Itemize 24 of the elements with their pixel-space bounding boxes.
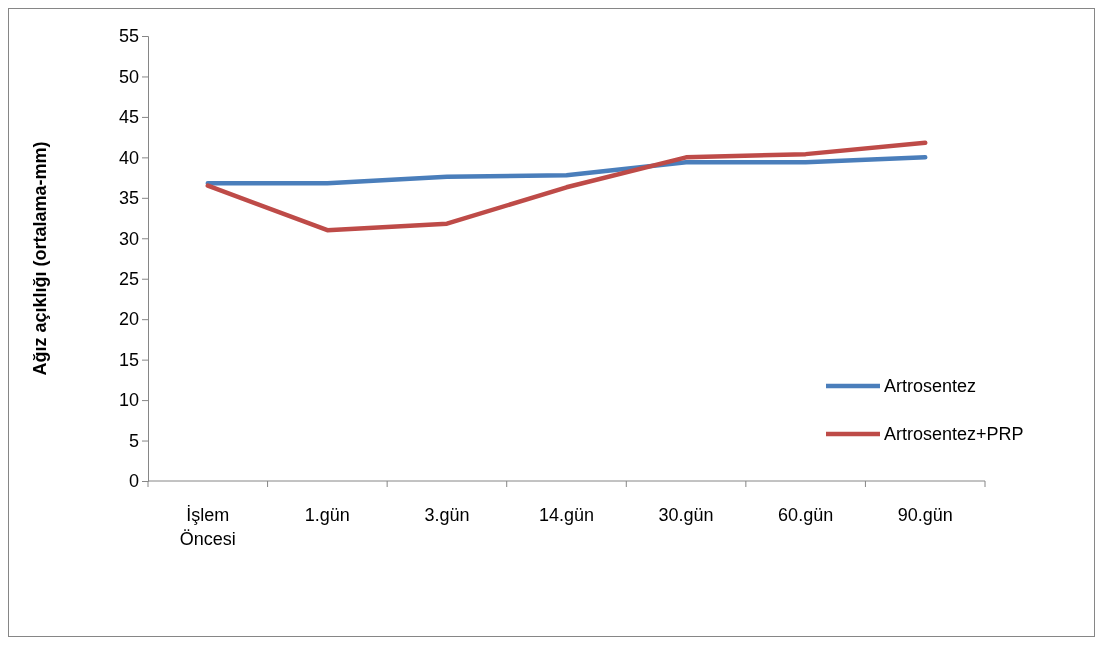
x-tick-label: 14.gün xyxy=(538,505,595,525)
x-tick-label: 3.gün xyxy=(424,505,470,525)
y-tick-label: 50 xyxy=(118,66,139,87)
x-tick-label: 30.gün xyxy=(658,505,714,525)
line-series xyxy=(205,140,928,233)
y-tick-label: 20 xyxy=(118,309,139,330)
x-tick-label: 1.gün xyxy=(304,505,350,525)
y-tick-label: 15 xyxy=(118,349,139,370)
y-tick-label: 35 xyxy=(118,188,139,209)
legend-label: Artrosentez xyxy=(884,376,977,396)
x-tick-label: 90.gün xyxy=(897,505,953,525)
y-tick-label: 5 xyxy=(128,430,139,451)
y-axis-title: Ağız açıklığı (ortalama-mm) xyxy=(30,141,50,376)
legend-label: Artrosentez+PRP xyxy=(884,424,1024,444)
y-tick-label: 40 xyxy=(118,147,139,168)
y-tick-label: 25 xyxy=(118,268,139,289)
y-tick-label: 30 xyxy=(118,228,139,249)
x-tick-label: 60.gün xyxy=(778,505,834,525)
x-tick-label: İşlem Öncesi xyxy=(179,505,236,549)
y-tick-label: 10 xyxy=(118,390,139,411)
y-tick-label: 55 xyxy=(118,26,139,47)
line-series xyxy=(205,155,928,186)
y-tick-label: 45 xyxy=(118,107,139,128)
y-tick-label: 0 xyxy=(128,471,139,492)
